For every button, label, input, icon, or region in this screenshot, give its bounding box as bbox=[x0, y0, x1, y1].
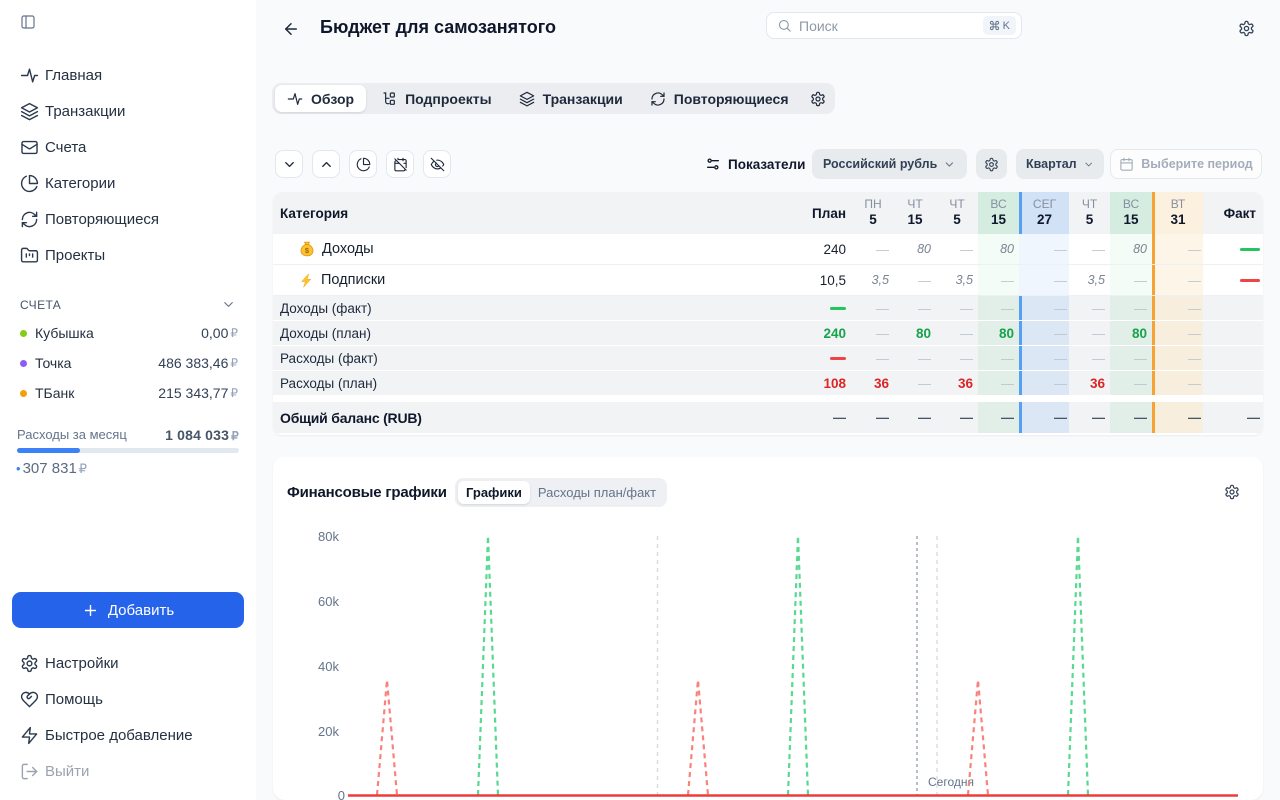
svg-text:20k: 20k bbox=[318, 724, 339, 739]
svg-text:0: 0 bbox=[338, 788, 345, 800]
svg-text:40k: 40k bbox=[318, 659, 339, 674]
svg-text:80k: 80k bbox=[318, 529, 339, 544]
svg-text:60k: 60k bbox=[318, 594, 339, 609]
svg-text:$: $ bbox=[305, 246, 310, 255]
svg-text:Сегодня: Сегодня bbox=[928, 775, 974, 789]
